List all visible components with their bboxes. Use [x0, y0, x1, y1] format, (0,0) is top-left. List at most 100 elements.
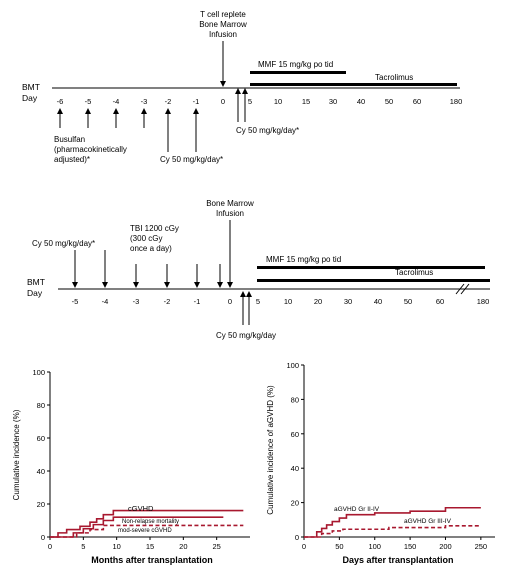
y-tick-label: 40: [37, 467, 45, 476]
day-tick: 10: [274, 97, 282, 106]
infusion-label-2: Infusion: [216, 209, 244, 218]
series-label-cgvhd: cGVHD: [128, 504, 154, 513]
axis-break: [455, 283, 465, 295]
day-tick: 5: [248, 97, 252, 106]
day-tick: 0: [221, 97, 225, 106]
day-tick: 20: [314, 297, 322, 306]
day-tick: 180: [450, 97, 463, 106]
tbi-label-3: once a day): [130, 244, 172, 253]
x-tick-label: 200: [439, 542, 452, 551]
y-tick-label: 40: [291, 464, 299, 473]
infusion-label-3: Infusion: [209, 30, 237, 39]
y-axis-title: Cumulative incidence of aGVHD (%): [266, 385, 275, 515]
tbi-label-2: (300 cGy: [130, 234, 162, 243]
day-tick: 10: [284, 297, 292, 306]
day-tick: -4: [102, 297, 109, 306]
day-tick: 40: [374, 297, 382, 306]
mmf-label: MMF 15 mg/kg po tid: [258, 60, 333, 69]
x-tick-label: 25: [212, 542, 220, 551]
day-tick: 50: [404, 297, 412, 306]
day-tick: 0: [228, 297, 232, 306]
y-axis-title: Cumulative incidence (%): [12, 409, 21, 500]
series-line-cgvhd: [50, 509, 244, 538]
x-tick-label: 0: [48, 542, 52, 551]
series-line-mod-severe-cgvhd: [50, 524, 244, 538]
bmt-label: BMT: [27, 277, 45, 287]
tacro-label: Tacrolimus: [395, 268, 433, 277]
cy-post-label: Cy 50 mg/kg/day: [216, 331, 276, 340]
day-tick: -3: [141, 97, 148, 106]
mmf-bar: [257, 266, 485, 269]
x-tick-label: 5: [81, 542, 85, 551]
x-tick-label: 100: [368, 542, 381, 551]
day-tick: -4: [113, 97, 120, 106]
busulfan-label-1: Busulfan: [54, 135, 85, 144]
day-tick: -6: [57, 97, 64, 106]
timeline-1: BMT Day T cell replete Bone Marrow Infus…: [22, 10, 462, 164]
day-tick: 15: [302, 97, 310, 106]
y-tick-label: 100: [32, 368, 45, 377]
day-tick: -1: [194, 297, 201, 306]
day-tick: 60: [436, 297, 444, 306]
timeline-2: BMT Day Bone Marrow Infusion Cy 50 mg/kg…: [27, 199, 490, 340]
day-tick: 180: [477, 297, 490, 306]
series-label-mod-severe: mod-severe cGVHD: [118, 528, 172, 534]
x-tick-label: 15: [146, 542, 154, 551]
tacrolimus-bar: [250, 83, 457, 86]
series-line-non-relapse-mortality: [50, 516, 224, 538]
cy-pre-label: Cy 50 mg/kg/day*: [160, 155, 223, 164]
day-label: Day: [27, 288, 43, 298]
chart-agvhd: Days after transplantation Cumulative in…: [266, 361, 495, 565]
day-tick: 40: [357, 97, 365, 106]
day-tick: -1: [193, 97, 200, 106]
y-tick-label: 60: [291, 430, 299, 439]
tbi-arrows: [133, 264, 223, 288]
x-axis-title: Days after transplantation: [342, 555, 453, 565]
x-tick-label: 250: [475, 542, 488, 551]
x-tick-label: 10: [112, 542, 120, 551]
busulfan-arrows: [57, 108, 147, 128]
day-tick: 50: [385, 97, 393, 106]
series-line-agvhd-gr-iii-iv: [304, 525, 481, 538]
day-label: Day: [22, 93, 38, 103]
y-tick-label: 80: [291, 395, 299, 404]
tbi-label-1: TBI 1200 cGy: [130, 224, 179, 233]
series-label-gr2-4: aGVHD Gr II-IV: [334, 506, 380, 513]
series-label-gr3-4: aGVHD Gr III-IV: [404, 518, 452, 525]
cy-pre-label: Cy 50 mg/kg/day*: [32, 239, 95, 248]
day-tick: -5: [85, 97, 92, 106]
busulfan-label-2: (pharmacokinetically: [54, 145, 127, 154]
day-tick: -2: [165, 97, 172, 106]
y-tick-label: 60: [37, 434, 45, 443]
day-tick: 30: [329, 97, 337, 106]
busulfan-label-3: adjusted)*: [54, 155, 90, 164]
day-ticks: -5 -4 -3 -2 -1 0 5 10 20 30 40 50 60 180: [72, 297, 490, 306]
y-tick-label: 80: [37, 401, 45, 410]
x-tick-label: 50: [335, 542, 343, 551]
series-line-agvhd-gr-ii-iv: [304, 506, 481, 538]
axis-break: [460, 283, 470, 295]
tacro-label: Tacrolimus: [375, 73, 413, 82]
chart-cgvhd: Months after transplantation Cumulative …: [12, 368, 250, 565]
infusion-label-2: Bone Marrow: [199, 20, 247, 29]
bmt-label: BMT: [22, 82, 40, 92]
mmf-label: MMF 15 mg/kg po tid: [266, 255, 341, 264]
infusion-label-1: T cell replete: [200, 10, 246, 19]
day-tick: 30: [344, 297, 352, 306]
cy-post-label: Cy 50 mg/kg/day*: [236, 126, 299, 135]
mmf-bar: [250, 71, 346, 74]
y-tick-label: 100: [286, 361, 299, 370]
series-label-nrm: Non-relapse mortality: [122, 519, 179, 525]
day-tick: -3: [133, 297, 140, 306]
x-tick-label: 0: [302, 542, 306, 551]
day-ticks: -6 -5 -4 -3 -2 -1 0 5 10 15 30 40 50 60 …: [57, 97, 463, 106]
y-tick-label: 0: [41, 533, 45, 542]
tacrolimus-bar: [257, 279, 490, 282]
day-tick: 5: [256, 297, 260, 306]
x-tick-label: 20: [179, 542, 187, 551]
y-tick-label: 20: [37, 500, 45, 509]
x-axis-title: Months after transplantation: [91, 555, 213, 565]
y-tick-label: 0: [295, 533, 299, 542]
day-tick: 60: [413, 97, 421, 106]
